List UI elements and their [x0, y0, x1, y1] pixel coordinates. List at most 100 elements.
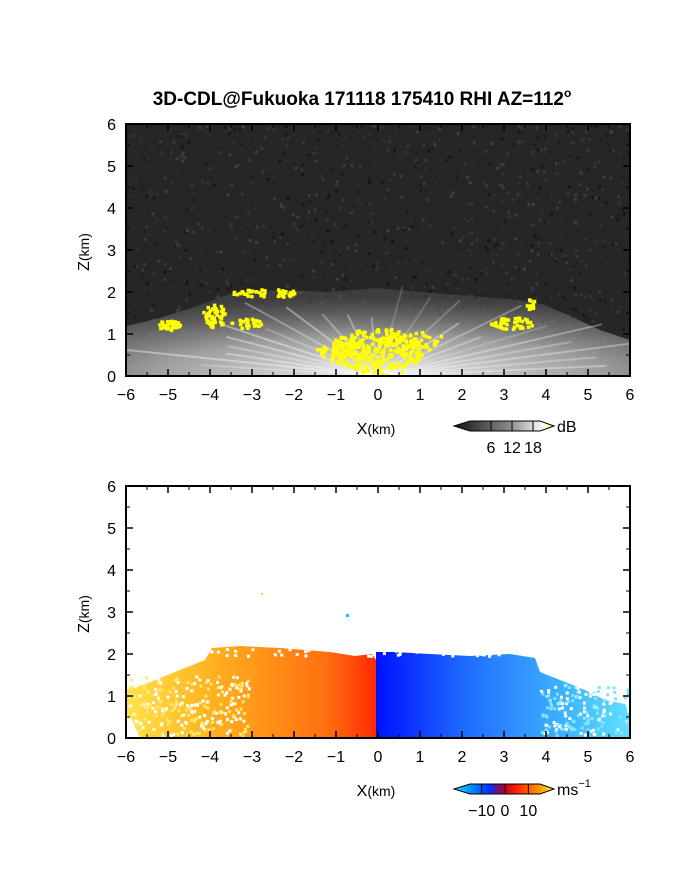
speckle-pixel: [596, 686, 600, 689]
noise-pixel: [501, 263, 505, 267]
noise-pixel: [627, 133, 630, 137]
noise-pixel: [562, 160, 566, 164]
speckle-pixel: [497, 653, 501, 657]
noise-pixel: [501, 163, 505, 166]
noise-pixel: [182, 258, 185, 261]
speckle-pixel: [211, 727, 215, 731]
noise-pixel: [404, 209, 408, 213]
noise-pixel: [407, 159, 411, 163]
speckle-pixel: [180, 723, 184, 727]
speckle-pixel: [196, 703, 200, 706]
noise-pixel: [434, 287, 438, 291]
noise-pixel: [373, 230, 377, 234]
noise-pixel: [168, 135, 172, 139]
speckle-pixel: [160, 707, 164, 710]
noise-pixel: [547, 254, 551, 257]
speckle-pixel: [176, 719, 180, 723]
noise-pixel: [564, 235, 568, 239]
noise-pixel: [168, 157, 172, 161]
noise-pixel: [555, 200, 559, 204]
noise-pixel: [425, 267, 428, 271]
noise-pixel: [238, 176, 242, 180]
noise-pixel: [279, 203, 283, 207]
noise-pixel: [186, 229, 189, 232]
noise-pixel: [233, 237, 237, 241]
strong-echo-pixel: [316, 347, 320, 352]
noise-pixel: [583, 315, 587, 319]
strong-echo-pixel: [356, 366, 361, 370]
speckle-pixel: [246, 724, 250, 728]
noise-pixel: [589, 178, 593, 181]
strong-echo-pixel: [401, 344, 405, 348]
noise-pixel: [175, 240, 178, 244]
noise-pixel: [265, 167, 269, 170]
speckle-pixel: [175, 700, 178, 704]
noise-pixel: [379, 232, 383, 236]
noise-pixel: [135, 156, 139, 160]
noise-pixel: [504, 271, 508, 275]
speckle-pixel: [600, 725, 604, 728]
speckle-pixel: [240, 681, 244, 685]
strong-echo-pixel: [211, 321, 216, 325]
speckle-pixel: [147, 720, 151, 724]
speckle-pixel: [239, 707, 243, 711]
strong-echo-pixel: [360, 356, 365, 360]
noise-pixel: [263, 136, 267, 140]
noise-pixel: [223, 126, 227, 129]
strong-echo-pixel: [209, 324, 213, 328]
noise-pixel: [527, 202, 531, 206]
noise-pixel: [599, 138, 603, 142]
noise-pixel: [438, 139, 442, 143]
strong-echo-pixel: [170, 320, 175, 324]
strong-echo-pixel: [350, 352, 354, 357]
noise-pixel: [445, 158, 449, 162]
strong-echo-pixel: [213, 306, 217, 310]
noise-pixel: [575, 222, 579, 226]
x-tick-label: −4: [201, 749, 219, 766]
noise-pixel: [461, 283, 465, 287]
noise-pixel: [354, 243, 358, 247]
noise-pixel: [208, 166, 212, 170]
noise-pixel: [201, 180, 205, 184]
noise-pixel: [271, 228, 275, 232]
noise-pixel: [621, 328, 625, 332]
noise-pixel: [410, 225, 414, 228]
speckle-pixel: [151, 706, 155, 710]
noise-pixel: [627, 260, 630, 264]
speckle-pixel: [217, 675, 221, 679]
y-tick-label: 1: [107, 689, 116, 706]
speckle-pixel: [203, 714, 207, 718]
noise-pixel: [555, 259, 559, 263]
noise-pixel: [266, 126, 270, 130]
speckle-pixel: [142, 686, 146, 690]
noise-pixel: [422, 143, 425, 147]
colorbar-unit: dB: [557, 419, 577, 436]
strong-echo-pixel: [366, 350, 371, 355]
noise-pixel: [593, 312, 597, 316]
noise-pixel: [466, 175, 470, 179]
x-tick-label: 6: [626, 387, 635, 404]
strong-echo-pixel: [240, 326, 244, 331]
noise-pixel: [472, 141, 476, 144]
noise-pixel: [386, 148, 390, 152]
noise-pixel: [590, 124, 594, 128]
noise-pixel: [516, 193, 520, 197]
noise-pixel: [585, 167, 589, 171]
noise-pixel: [388, 178, 392, 182]
noise-pixel: [481, 181, 485, 185]
speckle-pixel: [545, 695, 549, 698]
x-tick-label: 2: [458, 749, 467, 766]
noise-pixel: [487, 239, 491, 243]
noise-pixel: [418, 212, 422, 216]
speckle-pixel: [161, 734, 165, 737]
noise-pixel: [269, 233, 273, 236]
noise-pixel: [270, 227, 274, 231]
strong-echo-pixel: [238, 318, 242, 323]
speckle-pixel: [554, 685, 558, 689]
speckle-pixel: [485, 648, 489, 652]
noise-pixel: [574, 199, 578, 203]
strong-echo-pixel: [205, 320, 210, 325]
noise-pixel: [554, 162, 558, 166]
noise-pixel: [496, 253, 500, 257]
noise-pixel: [431, 286, 435, 289]
